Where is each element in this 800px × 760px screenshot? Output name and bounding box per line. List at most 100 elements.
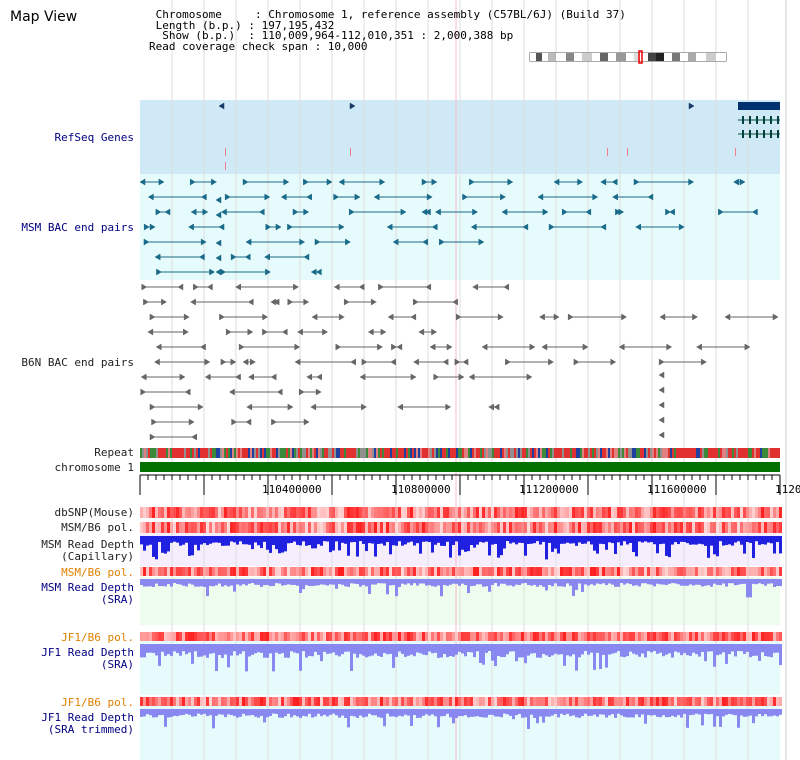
repeat-segment [266,448,268,458]
repeat-segment [406,448,408,458]
heat-cell [713,567,716,576]
heat-cell [716,522,719,533]
depth-bar [668,579,671,584]
depth-bar [173,579,176,584]
heat-cell [422,697,425,706]
heat-cell [167,697,170,706]
heat-cell [509,632,512,641]
heat-cell [191,522,194,533]
heat-cell [179,697,182,706]
depth-bar [743,709,746,717]
b6n-bac-pair-end [658,371,665,379]
heat-cell [323,697,326,706]
depth-bar [605,644,608,668]
heat-cell [623,567,626,576]
depth-bar [470,644,473,653]
depth-bar [779,536,782,554]
depth-bar [659,644,662,653]
heat-cell [737,567,740,576]
heat-cell [380,632,383,641]
heat-cell [326,507,329,518]
b6n-bac-pair-end [140,388,147,396]
b6n-bac-pair-end [204,358,211,366]
depth-bar [368,536,371,544]
depth-bar [470,709,473,717]
depth-bar [686,709,689,728]
heat-cell [482,522,485,533]
depth-bar [308,579,311,587]
depth-bar [557,709,560,718]
depth-bar [383,579,386,584]
depth-bar [740,579,743,584]
heat-cell [233,567,236,576]
heat-cell [722,567,725,576]
depth-bar [287,709,290,714]
heat-cell [293,567,296,576]
b6n-bac-pair-end [262,328,268,336]
heat-cell [212,697,215,706]
heat-cell [317,507,320,518]
depth-bar [170,579,173,587]
depth-bar [473,709,476,717]
heat-cell [296,507,299,518]
depth-bar [503,536,506,549]
heat-cell [365,507,368,518]
depth-bar [431,579,434,587]
depth-bar [452,536,455,546]
track-label-refseq[interactable]: RefSeq Genes [54,131,134,144]
repeat-segment [586,448,588,458]
depth-bar [239,709,242,717]
repeat-segment [174,448,176,458]
heat-cell [662,522,665,533]
heat-cell [731,507,734,518]
heat-cell [551,522,554,533]
msm-bac-pair-end [422,238,428,246]
heat-cell [254,567,257,576]
depth-bar [350,536,353,543]
depth-bar [605,536,608,550]
heat-cell [680,522,683,533]
track-label-b6n-bac[interactable]: B6N BAC end pairs [21,356,134,369]
depth-bar [305,536,308,546]
b6n-bac-pair-end [225,328,232,336]
repeat-segment [606,448,608,458]
depth-bar [731,709,734,715]
repeat-segment [340,448,342,458]
repeat-segment [284,448,286,458]
depth-bar [446,536,449,542]
heat-cell [605,632,608,641]
depth-bar [152,709,155,718]
track-label-msm-bac[interactable]: MSM BAC end pairs [21,221,134,234]
heat-cell [407,567,410,576]
depth-bar [539,644,542,658]
msm-bac-pair-end [507,178,514,186]
heat-cell [713,507,716,518]
depth-bar [713,536,716,555]
depth-bar [296,579,299,586]
heat-cell [596,632,599,641]
heat-cell [224,697,227,706]
heat-cell [677,567,680,576]
depth-bar [428,536,431,543]
repeat-segment [672,448,674,458]
depth-bar [767,536,770,543]
heat-cell [272,522,275,533]
depth-bar [530,579,533,586]
depth-bar [644,709,647,724]
depth-bar [485,579,488,587]
msm-bac-pair-end [264,193,271,201]
repeat-segment [404,448,406,458]
msm-bac-pair-end [500,193,506,201]
b6n-bac-pair-end [431,328,437,336]
heat-cell [566,632,569,641]
repeat-segment [432,448,434,458]
repeat-segment [642,448,644,458]
repeat-segment [270,448,272,458]
b6n-bac-pair-end [539,313,545,321]
depth-bar [605,579,608,586]
depth-bar [683,644,686,654]
repeat-segment [558,448,560,458]
depth-bar [515,644,518,662]
depth-bar [515,536,518,545]
